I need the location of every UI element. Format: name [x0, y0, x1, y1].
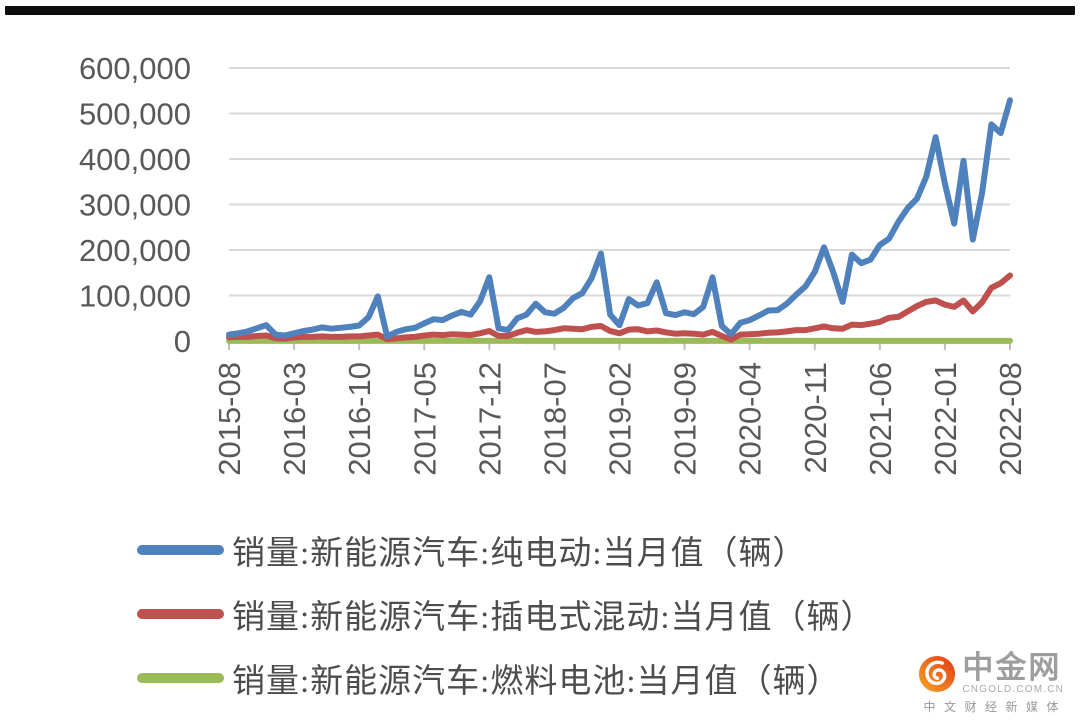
legend-label-bev: 销量:新能源汽车:纯电动:当月值（辆）	[232, 536, 807, 572]
svg-text:500,000: 500,000	[79, 97, 191, 132]
svg-text:2018-07: 2018-07	[537, 362, 572, 476]
cngold-logo-icon	[919, 655, 956, 693]
svg-text:2021-06: 2021-06	[863, 362, 898, 476]
svg-text:2017-05: 2017-05	[407, 362, 442, 476]
legend-swatch-phev-red	[137, 609, 224, 619]
svg-text:2022-01: 2022-01	[928, 362, 963, 476]
legend-swatch-fcv-green	[137, 673, 224, 683]
svg-text:100,000: 100,000	[79, 279, 191, 314]
svg-text:2016-03: 2016-03	[277, 362, 312, 476]
top-border-bar	[5, 6, 1075, 15]
svg-text:2017-12: 2017-12	[472, 362, 507, 476]
logo-tagline-text: 中文财经新媒体	[923, 700, 1067, 714]
svg-text:2022-08: 2022-08	[993, 362, 1028, 476]
legend-swatch-bev-blue	[137, 545, 224, 555]
chart-legend: 销量:新能源汽车:纯电动:当月值（辆） 销量:新能源汽车:插电式混动:当月值（辆…	[137, 518, 875, 710]
svg-text:2015-08: 2015-08	[212, 362, 247, 476]
svg-text:2020-11: 2020-11	[798, 362, 833, 473]
legend-label-phev: 销量:新能源汽车:插电式混动:当月值（辆）	[232, 600, 875, 636]
legend-item-bev: 销量:新能源汽车:纯电动:当月值（辆）	[137, 518, 875, 582]
svg-text:600,000: 600,000	[79, 51, 191, 86]
svg-text:2016-10: 2016-10	[342, 362, 377, 476]
cngold-watermark: 中金网 CNGOLD.COM.CN 中文财经新媒体	[915, 650, 1067, 715]
svg-text:2020-04: 2020-04	[733, 362, 768, 476]
logo-domain-text: CNGOLD.COM.CN	[962, 684, 1065, 695]
svg-text:2019-02: 2019-02	[603, 362, 638, 476]
svg-text:2019-09: 2019-09	[668, 362, 703, 476]
svg-text:200,000: 200,000	[79, 233, 191, 268]
nev-sales-line-chart: 0 100,000 200,000 300,000 400,000 500,000 600,…	[79, 51, 1028, 476]
svg-text:300,000: 300,000	[79, 188, 191, 223]
legend-label-fcv: 销量:新能源汽车:燃料电池:当月值（辆）	[232, 664, 841, 700]
legend-item-fcv: 销量:新能源汽车:燃料电池:当月值（辆）	[137, 646, 875, 710]
legend-item-phev: 销量:新能源汽车:插电式混动:当月值（辆）	[137, 582, 875, 646]
svg-text:0: 0	[174, 324, 191, 359]
chart-canvas: 0 100,000 200,000 300,000 400,000 500,000 600,…	[79, 51, 1028, 476]
svg-text:400,000: 400,000	[79, 142, 191, 177]
logo-brand-text: 中金网	[962, 650, 1062, 685]
